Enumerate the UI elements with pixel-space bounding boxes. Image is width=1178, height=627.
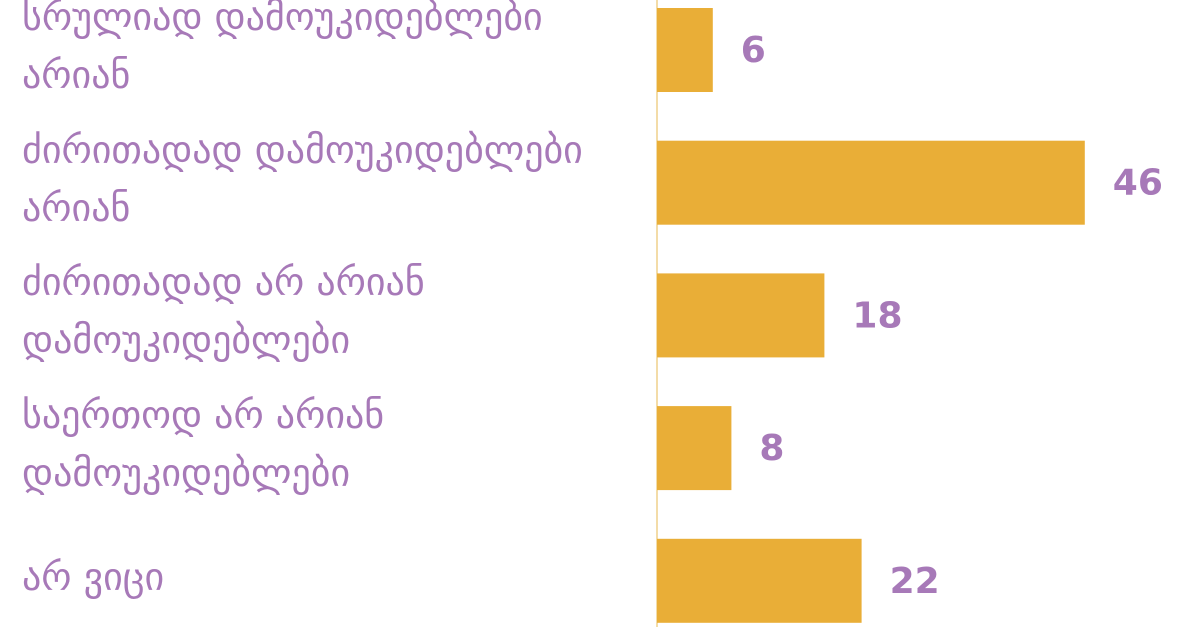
bar xyxy=(657,406,732,491)
bar xyxy=(657,8,713,92)
value-label: 8 xyxy=(759,428,784,469)
category-label: სრულიად დამოუკიდებლები არიან xyxy=(22,0,543,97)
category-label: საერთოდ არ არიან დამოუკიდებლები xyxy=(22,393,385,496)
bar xyxy=(657,140,1085,225)
category-label: ძირითადად არ არიან დამოუკიდებლები xyxy=(22,260,425,363)
value-label: 18 xyxy=(852,295,902,336)
category-label: არ ვიცი xyxy=(22,554,165,599)
value-label: 6 xyxy=(741,30,766,71)
category-label: ძირითადად დამოუკიდებლები არიან xyxy=(22,127,583,230)
bar xyxy=(657,273,825,358)
value-label: 22 xyxy=(890,561,940,602)
value-label: 46 xyxy=(1113,163,1163,204)
bar xyxy=(657,538,862,623)
